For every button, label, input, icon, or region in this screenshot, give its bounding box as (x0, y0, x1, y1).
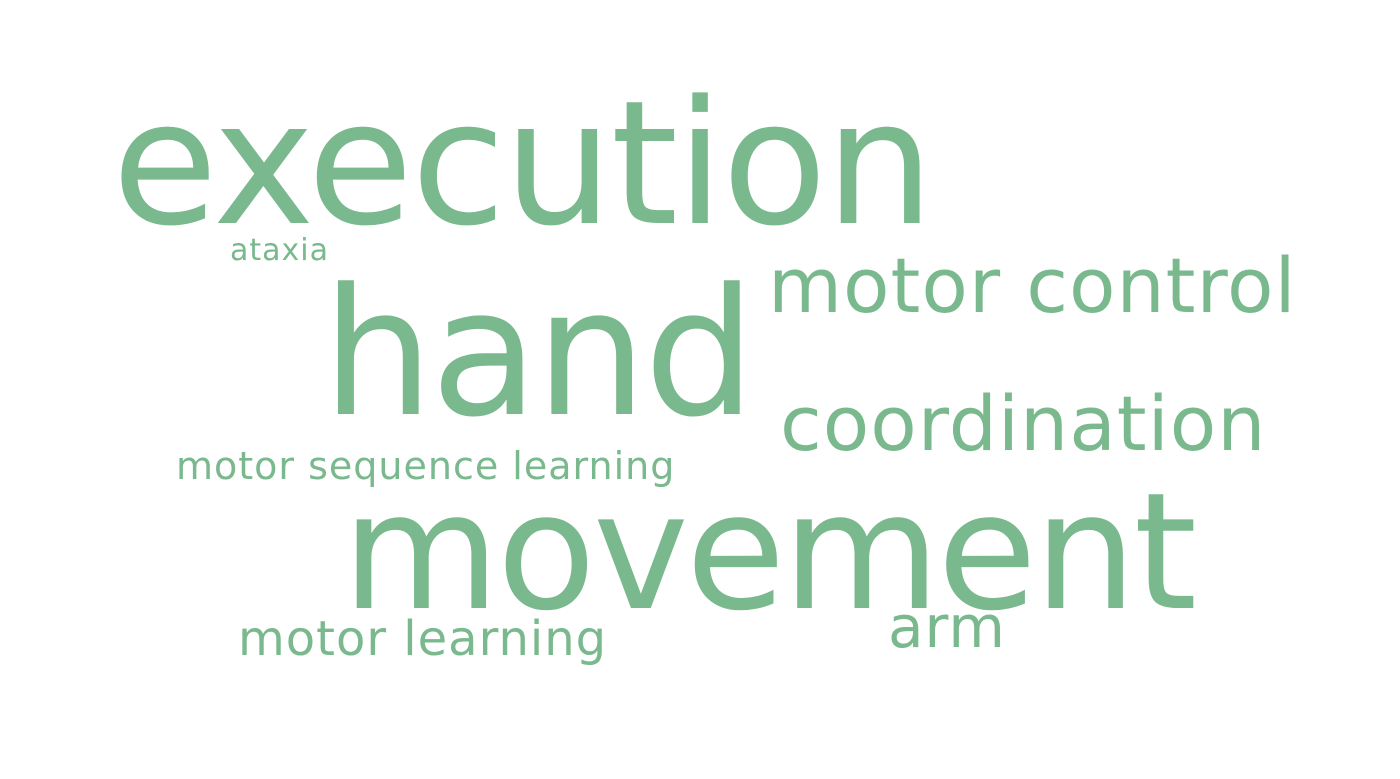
word-motor-sequence-learning: motor sequence learning (176, 444, 676, 488)
word-hand: hand (322, 251, 756, 456)
word-arm: arm (888, 593, 1006, 661)
word-motor-control: motor control (768, 241, 1297, 330)
word-movement: movement (342, 459, 1197, 647)
word-ataxia: ataxia (230, 233, 330, 268)
word-execution: execution (112, 63, 934, 264)
word-motor-learning: motor learning (238, 611, 608, 667)
word-coordination: coordination (780, 379, 1267, 468)
